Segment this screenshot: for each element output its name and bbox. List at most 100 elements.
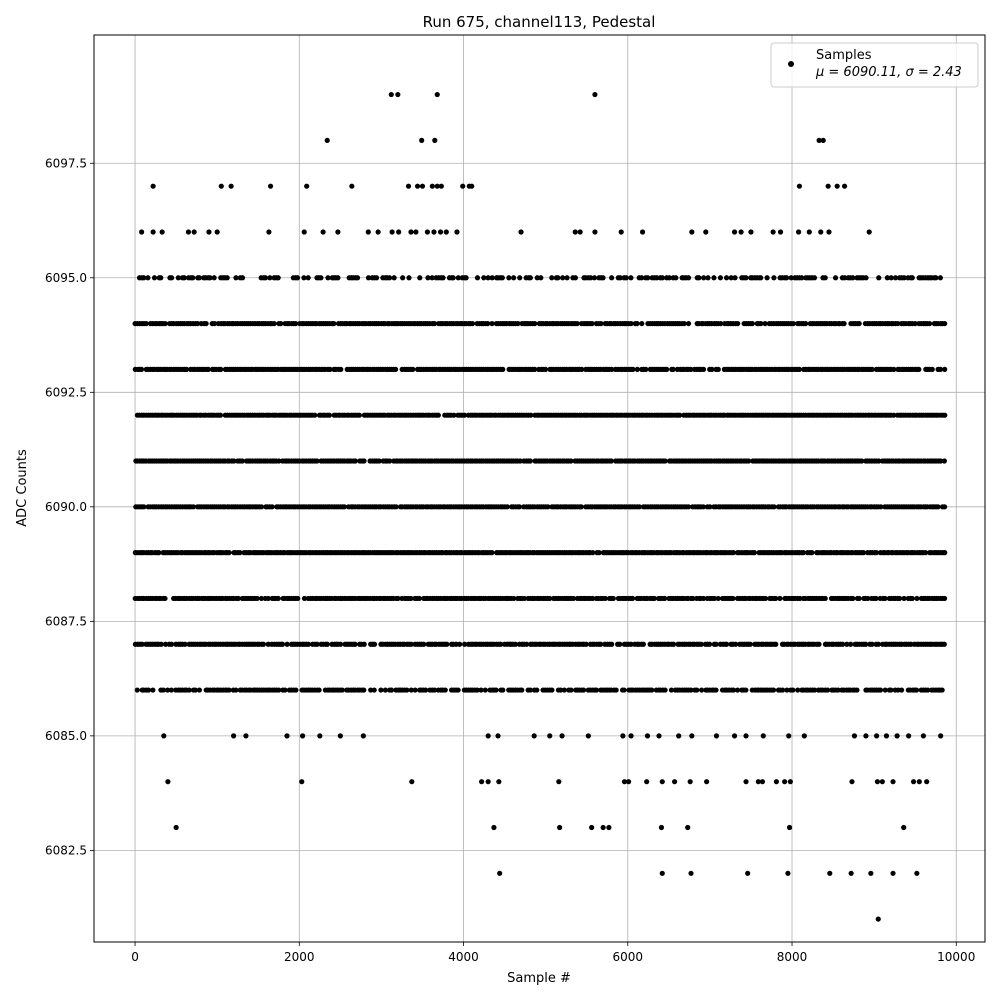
- data-point: [639, 275, 645, 281]
- data-point: [743, 687, 749, 693]
- data-point: [463, 275, 469, 281]
- data-point: [254, 595, 260, 602]
- data-point: [160, 687, 166, 693]
- data-point: [534, 275, 540, 281]
- data-point: [168, 641, 175, 647]
- data-point: [495, 733, 501, 739]
- data-point: [275, 275, 281, 281]
- data-point: [713, 733, 720, 739]
- data-point: [511, 595, 517, 602]
- data-point: [634, 320, 640, 327]
- data-point: [269, 504, 275, 510]
- data-point: [850, 275, 856, 281]
- data-point: [658, 824, 665, 831]
- data-point: [404, 687, 410, 693]
- data-point: [305, 275, 311, 281]
- data-point: [455, 275, 461, 281]
- data-point: [626, 779, 632, 785]
- data-point: [876, 458, 882, 464]
- data-point: [705, 275, 711, 281]
- data-point: [863, 733, 869, 739]
- data-point: [643, 366, 649, 372]
- data-point: [564, 275, 570, 281]
- data-point: [728, 275, 734, 281]
- data-point: [588, 275, 594, 281]
- data-point: [762, 595, 769, 602]
- data-point: [874, 779, 881, 785]
- data-point: [771, 504, 777, 510]
- data-point: [844, 641, 850, 647]
- data-point: [324, 137, 330, 143]
- data-point: [461, 412, 468, 418]
- data-point: [854, 687, 860, 693]
- data-point: [460, 183, 466, 189]
- data-point: [432, 687, 438, 693]
- data-point: [654, 275, 660, 281]
- data-point: [711, 595, 717, 602]
- data-point: [478, 687, 484, 693]
- data-point: [731, 733, 738, 739]
- data-point: [413, 229, 419, 235]
- data-point: [598, 320, 604, 327]
- y-tick-label: 6090.0: [45, 500, 87, 514]
- data-point: [485, 779, 491, 785]
- data-point: [628, 275, 634, 281]
- data-point: [662, 595, 668, 602]
- data-point: [583, 641, 589, 647]
- data-point: [324, 641, 330, 647]
- data-point: [912, 320, 918, 327]
- data-point: [901, 824, 907, 831]
- data-point: [865, 595, 871, 602]
- data-point: [387, 458, 393, 464]
- data-point: [469, 320, 476, 327]
- data-point: [670, 366, 676, 372]
- data-point: [770, 687, 777, 693]
- data-point: [913, 687, 920, 693]
- data-point: [506, 275, 512, 281]
- data-point: [762, 320, 768, 327]
- data-point: [910, 779, 917, 785]
- data-point: [723, 275, 730, 281]
- data-point: [485, 275, 491, 281]
- data-point: [849, 779, 855, 785]
- x-axis-label: Sample #: [507, 971, 571, 986]
- data-point: [211, 275, 217, 281]
- data-point: [782, 779, 788, 785]
- data-point: [429, 275, 435, 281]
- legend-marker: [788, 61, 794, 67]
- data-point: [731, 229, 738, 235]
- data-point: [811, 687, 818, 693]
- data-point: [760, 733, 766, 739]
- data-point: [205, 366, 211, 372]
- data-point: [424, 229, 431, 235]
- data-point: [527, 687, 534, 693]
- data-point: [181, 275, 187, 281]
- data-point: [455, 687, 461, 693]
- data-point: [547, 733, 553, 739]
- data-point: [337, 641, 344, 647]
- data-point: [393, 504, 399, 510]
- data-point: [361, 458, 367, 464]
- data-point: [585, 733, 591, 739]
- data-point: [206, 229, 212, 235]
- data-point: [534, 687, 540, 693]
- data-point: [443, 229, 449, 235]
- data-point: [528, 412, 534, 418]
- data-point: [606, 824, 612, 831]
- data-point: [738, 229, 744, 235]
- axis-ticks: 0 2000 4000 6000 8000 10000 6082.5 6085.0 6087.5…: [45, 156, 975, 964]
- data-point: [226, 687, 232, 693]
- data-point: [482, 687, 488, 693]
- data-point: [532, 320, 538, 327]
- data-point: [685, 824, 691, 831]
- data-point: [349, 183, 355, 189]
- data-point: [568, 687, 574, 693]
- data-point: [942, 550, 948, 556]
- data-point: [875, 916, 881, 922]
- data-point: [284, 733, 290, 739]
- data-point: [275, 595, 281, 602]
- data-point: [295, 595, 301, 602]
- data-point: [442, 687, 448, 693]
- data-point: [598, 641, 604, 647]
- data-point: [780, 687, 786, 693]
